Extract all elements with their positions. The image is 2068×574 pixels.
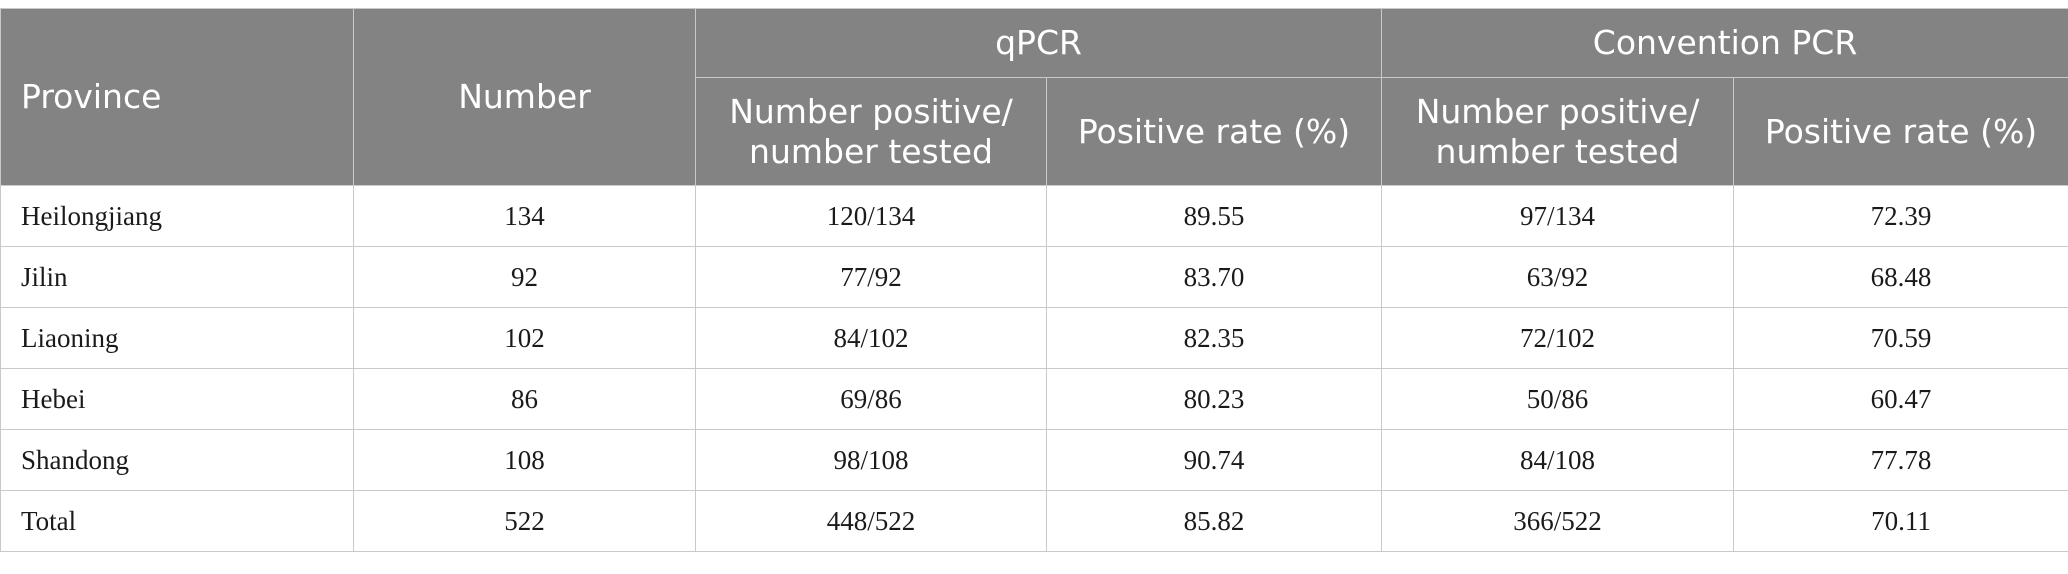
cell-conv-pos: 72/102	[1381, 307, 1735, 369]
cell-conv-rate: 77.78	[1733, 429, 2068, 491]
header-conv-pos-tested: Number positive/ number tested	[1381, 77, 1735, 186]
cell-qpcr-pos: 448/522	[695, 490, 1047, 552]
cell-qpcr-pos: 77/92	[695, 246, 1047, 308]
table-row: Hebei 86 69/86 80.23 50/86 60.47	[0, 368, 2068, 430]
cell-qpcr-pos: 98/108	[695, 429, 1047, 491]
cell-qpcr-rate: 82.35	[1045, 307, 1383, 369]
cell-conv-pos: 50/86	[1381, 368, 1735, 430]
cell-number: 108	[353, 429, 696, 491]
cell-qpcr-rate: 83.70	[1045, 246, 1383, 308]
table-row: Heilongjiang 134 120/134 89.55 97/134 72…	[0, 185, 2068, 247]
header-qpcr-rate: Positive rate (%)	[1045, 77, 1383, 186]
cell-conv-rate: 70.59	[1733, 307, 2068, 369]
cell-conv-pos: 97/134	[1381, 185, 1735, 247]
results-table-container: Province Number qPCR Convention PCR Numb…	[0, 8, 2068, 552]
header-row-group: Province Number qPCR Convention PCR	[0, 8, 2068, 186]
header-number: Number	[353, 8, 696, 186]
cell-qpcr-pos: 84/102	[695, 307, 1047, 369]
header-conv-group: Convention PCR	[1381, 8, 2068, 78]
cell-number: 86	[353, 368, 696, 430]
pcr-results-table: Province Number qPCR Convention PCR Numb…	[0, 8, 2068, 552]
cell-conv-rate: 68.48	[1733, 246, 2068, 308]
header-province: Province	[0, 8, 354, 186]
cell-conv-pos: 366/522	[1381, 490, 1735, 552]
cell-qpcr-rate: 90.74	[1045, 429, 1383, 491]
cell-conv-pos: 84/108	[1381, 429, 1735, 491]
cell-conv-rate: 72.39	[1733, 185, 2068, 247]
cell-conv-rate: 70.11	[1733, 490, 2068, 552]
cell-number: 92	[353, 246, 696, 308]
cell-qpcr-rate: 89.55	[1045, 185, 1383, 247]
table-row: Jilin 92 77/92 83.70 63/92 68.48	[0, 246, 2068, 308]
cell-province: Liaoning	[0, 307, 354, 369]
table-header: Province Number qPCR Convention PCR Numb…	[0, 8, 2068, 186]
header-qpcr-pos-tested: Number positive/ number tested	[695, 77, 1047, 186]
table-body: Heilongjiang 134 120/134 89.55 97/134 72…	[0, 185, 2068, 552]
cell-province: Heilongjiang	[0, 185, 354, 247]
cell-province: Total	[0, 490, 354, 552]
table-row: Shandong 108 98/108 90.74 84/108 77.78	[0, 429, 2068, 491]
cell-number: 134	[353, 185, 696, 247]
cell-province: Shandong	[0, 429, 354, 491]
cell-number: 522	[353, 490, 696, 552]
table-row-total: Total 522 448/522 85.82 366/522 70.11	[0, 490, 2068, 552]
cell-province: Jilin	[0, 246, 354, 308]
cell-qpcr-pos: 120/134	[695, 185, 1047, 247]
cell-province: Hebei	[0, 368, 354, 430]
header-row-sub: Number positive/ number tested Positive …	[1, 77, 2068, 186]
cell-qpcr-pos: 69/86	[695, 368, 1047, 430]
header-conv-rate: Positive rate (%)	[1733, 77, 2068, 186]
cell-conv-rate: 60.47	[1733, 368, 2068, 430]
cell-qpcr-rate: 85.82	[1045, 490, 1383, 552]
cell-number: 102	[353, 307, 696, 369]
header-qpcr-group: qPCR	[694, 8, 1383, 78]
cell-qpcr-rate: 80.23	[1045, 368, 1383, 430]
table-row: Liaoning 102 84/102 82.35 72/102 70.59	[0, 307, 2068, 369]
cell-conv-pos: 63/92	[1381, 246, 1735, 308]
